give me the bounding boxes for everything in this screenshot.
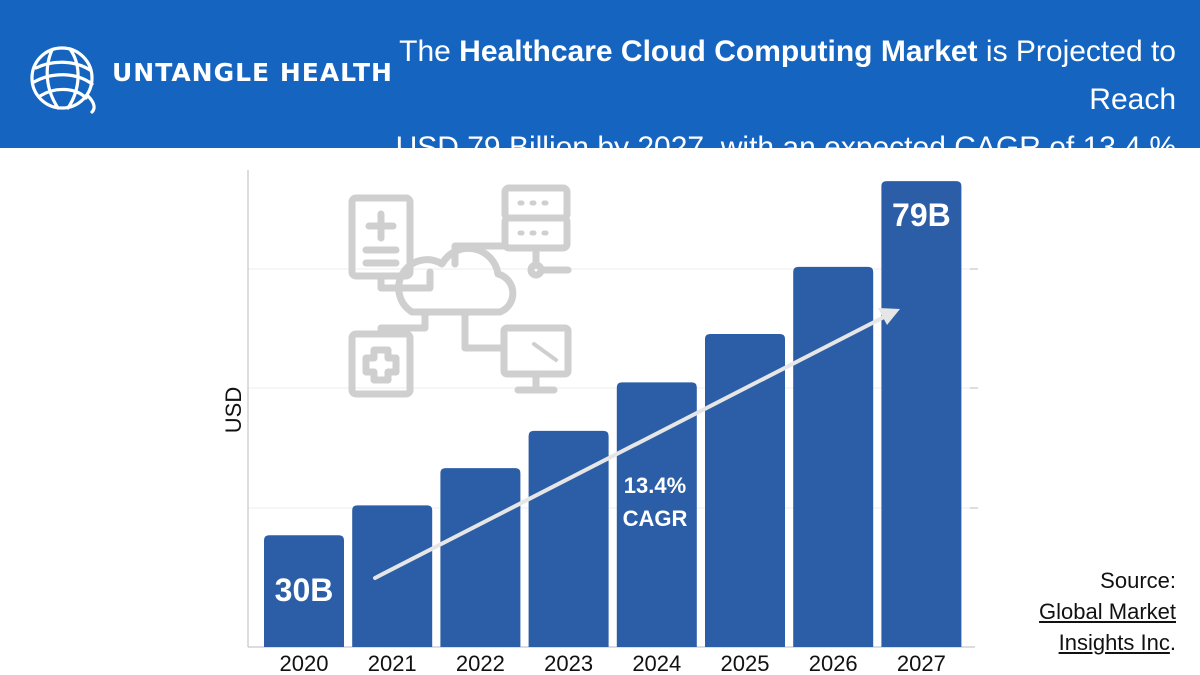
cloud-icon (395, 244, 517, 316)
bar-2021 (352, 505, 433, 647)
document-icon (348, 194, 414, 280)
x-tick-2023: 2023 (544, 651, 593, 675)
headline-line-1: The Healthcare Cloud Computing Market is… (356, 28, 1176, 124)
bar-2027 (881, 181, 962, 647)
medical-box-icon (348, 330, 414, 398)
source-link-line-1[interactable]: Global Market (1039, 599, 1176, 624)
source-label: Source: (1100, 568, 1176, 593)
doc-connector (377, 268, 434, 292)
x-tick-2027: 2027 (897, 651, 946, 675)
x-tick-2021: 2021 (368, 651, 417, 675)
source-note: Source: Global Market Insights Inc. (976, 565, 1176, 658)
bar-2025 (705, 333, 785, 647)
bar-2024 (616, 382, 697, 647)
bar-2026 (793, 266, 874, 647)
x-tick-2020: 2020 (280, 651, 329, 675)
bar-2020 (264, 535, 344, 647)
bars (264, 181, 962, 647)
monitor-icon (500, 324, 572, 394)
x-tick-labels: 2020 2021 2022 2023 2024 2025 2026 2027 (280, 651, 946, 675)
x-tick-2025: 2025 (721, 651, 770, 675)
headline-bold: Healthcare Cloud Computing Market (459, 35, 978, 68)
brand-name: UNTANGLE HEALTH (112, 58, 393, 87)
source-suffix: . (1169, 630, 1176, 655)
cagr-annotation-label: CAGR (623, 506, 688, 531)
bar-value-labels: 30B 79B (275, 197, 951, 608)
header-banner: UNTANGLE HEALTH The Healthcare Cloud Com… (0, 0, 1200, 164)
x-tick-2022: 2022 (456, 651, 505, 675)
server-dots (517, 200, 549, 236)
cloud-network-illustration (348, 184, 572, 398)
x-tick-2026: 2026 (809, 651, 858, 675)
yarn-ball-logo-icon (30, 46, 96, 114)
bar-label-2027: 79B (892, 197, 951, 233)
headline-prefix: The (399, 35, 460, 68)
y-axis-label: USD (221, 387, 246, 433)
headline-line-2: USD 79 Billion by 2027, with an expected… (395, 131, 1176, 164)
monitor-connector (461, 308, 508, 352)
source-link-line-2[interactable]: Insights Inc (1058, 630, 1170, 655)
trend-arrow (373, 308, 900, 580)
server-connector (451, 242, 509, 268)
bar-2023 (528, 430, 609, 647)
x-tick-2024: 2024 (632, 651, 681, 675)
bar-2022 (440, 468, 521, 647)
server-icon (501, 184, 572, 279)
headline: The Healthcare Cloud Computing Market is… (356, 28, 1176, 172)
headline-line1-rest: is Projected to Reach (977, 35, 1176, 116)
cagr-annotation-percent: 13.4% (624, 473, 686, 498)
bar-label-2020: 30B (275, 572, 334, 608)
